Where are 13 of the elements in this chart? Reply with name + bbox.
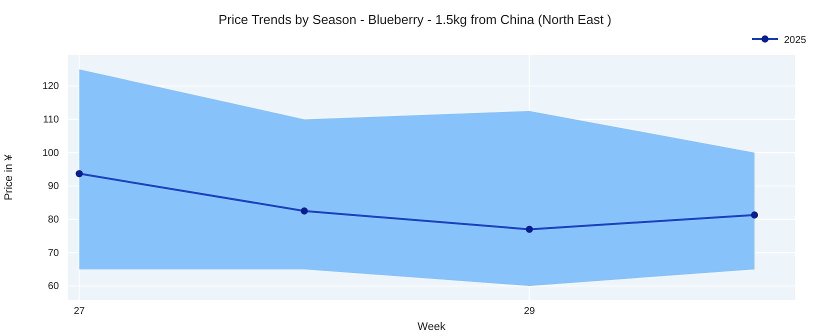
legend-label: 2025: [784, 35, 807, 46]
y-tick-label: 70: [48, 248, 60, 259]
y-tick-label: 60: [48, 281, 60, 292]
y-tick-label: 80: [48, 214, 60, 226]
y-axis-title: Price in ¥: [3, 154, 15, 200]
chart-title: Price Trends by Season - Blueberry - 1.5kg from China (North East ): [218, 12, 612, 27]
y-tick-label: 110: [43, 114, 60, 126]
y-tick-label: 120: [42, 81, 60, 92]
y-tick-label: 90: [48, 181, 60, 192]
x-tick-label: 29: [524, 306, 536, 318]
x-axis-title: Week: [418, 321, 446, 333]
x-tick-label: 27: [74, 306, 86, 318]
y-tick-label: 100: [42, 148, 60, 159]
